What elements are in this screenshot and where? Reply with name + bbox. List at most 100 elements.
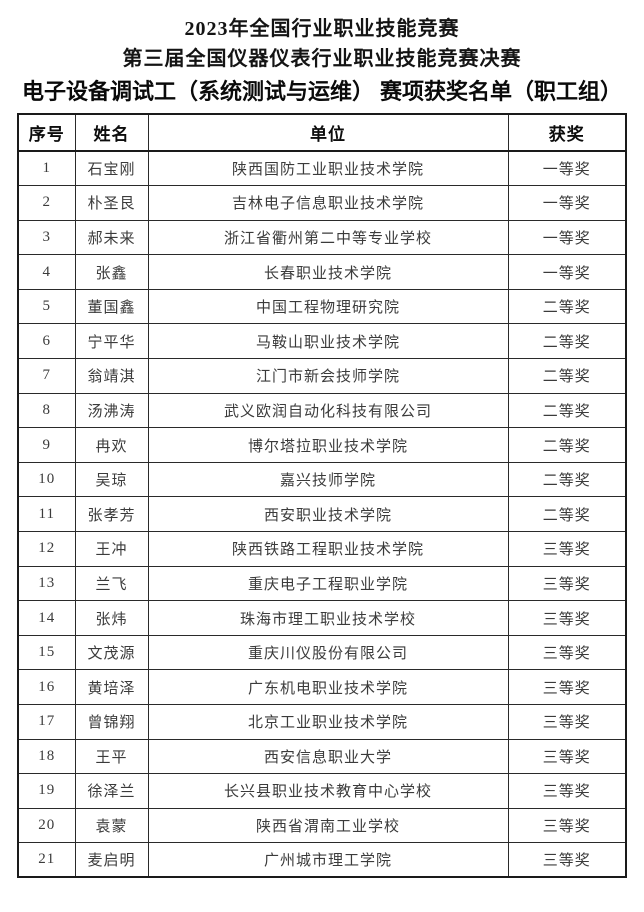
- cell-serial-number: 13: [17, 565, 76, 602]
- cell-organization: 吉林电子信息职业技术学院: [147, 185, 509, 221]
- cell-organization: 博尔塔拉职业技术学院: [147, 427, 509, 463]
- cell-organization: 陕西铁路工程职业技术学院: [147, 531, 509, 567]
- cell-organization: 嘉兴技师学院: [147, 461, 509, 498]
- cell-serial-number: 16: [17, 669, 76, 705]
- cell-award: 三等奖: [507, 738, 627, 775]
- cell-award: 二等奖: [507, 288, 627, 325]
- table-row: 7 翁靖淇 江门市新会技师学院 二等奖: [17, 358, 627, 394]
- title-line-1: 2023年全国行业职业技能竞赛: [184, 18, 460, 40]
- cell-award: 三等奖: [507, 531, 627, 567]
- cell-award: 三等奖: [507, 634, 627, 671]
- cell-award: 二等奖: [507, 358, 627, 394]
- cell-name: 袁蒙: [74, 807, 149, 844]
- cell-award: 三等奖: [507, 600, 627, 636]
- table-row: 1 石宝刚 陕西国防工业职业技术学院 一等奖: [17, 150, 627, 187]
- cell-award: 三等奖: [507, 704, 627, 740]
- cell-name: 张孝芳: [74, 496, 149, 533]
- cell-name: 汤沸涛: [74, 392, 149, 429]
- cell-award: 一等奖: [507, 185, 627, 221]
- cell-organization: 广东机电职业技术学院: [147, 669, 509, 705]
- cell-serial-number: 7: [17, 358, 76, 394]
- cell-name: 郝未来: [74, 219, 149, 256]
- title-line-3: 电子设备调试工（系统测试与运维） 赛项获奖名单（职工组）: [21, 79, 623, 104]
- cell-award: 三等奖: [507, 565, 627, 602]
- table-row: 14 张炜 珠海市理工职业技术学校 三等奖: [17, 600, 627, 636]
- awards-table-header: 序号 姓名 单位 获奖: [17, 113, 627, 152]
- cell-organization: 西安信息职业大学: [147, 738, 509, 775]
- cell-name: 石宝刚: [74, 150, 149, 187]
- cell-name: 文茂源: [74, 634, 149, 671]
- column-header-organization: 单位: [147, 113, 509, 152]
- cell-organization: 北京工业职业技术学院: [147, 704, 509, 740]
- cell-organization: 长兴县职业技术教育中心学校: [147, 773, 509, 809]
- cell-award: 一等奖: [507, 150, 627, 187]
- awards-table-body: 1 石宝刚 陕西国防工业职业技术学院 一等奖 2 朴圣艮 吉林电子信息职业技术学…: [17, 150, 627, 878]
- cell-serial-number: 1: [17, 150, 76, 187]
- cell-name: 翁靖淇: [74, 358, 149, 394]
- table-row: 8 汤沸涛 武义欧润自动化科技有限公司 二等奖: [17, 392, 627, 429]
- cell-organization: 长春职业技术学院: [147, 254, 509, 290]
- cell-name: 兰飞: [74, 565, 149, 602]
- column-header-award: 获奖: [507, 113, 627, 152]
- cell-serial-number: 11: [17, 496, 76, 533]
- cell-serial-number: 14: [17, 600, 76, 636]
- table-row: 2 朴圣艮 吉林电子信息职业技术学院 一等奖: [17, 185, 627, 221]
- cell-organization: 陕西国防工业职业技术学院: [147, 150, 509, 187]
- table-row: 13 兰飞 重庆电子工程职业学院 三等奖: [17, 565, 627, 602]
- cell-organization: 江门市新会技师学院: [147, 358, 509, 394]
- cell-serial-number: 19: [17, 773, 76, 809]
- cell-award: 一等奖: [507, 254, 627, 290]
- cell-name: 宁平华: [74, 323, 149, 360]
- cell-serial-number: 15: [17, 634, 76, 671]
- cell-serial-number: 6: [17, 323, 76, 360]
- cell-award: 二等奖: [507, 323, 627, 360]
- cell-serial-number: 8: [17, 392, 76, 429]
- cell-name: 冉欢: [74, 427, 149, 463]
- table-row: 18 王平 西安信息职业大学 三等奖: [17, 738, 627, 775]
- cell-award: 二等奖: [507, 461, 627, 498]
- table-row: 4 张鑫 长春职业技术学院 一等奖: [17, 254, 627, 290]
- cell-name: 董国鑫: [74, 288, 149, 325]
- cell-serial-number: 3: [17, 219, 76, 256]
- cell-name: 王冲: [74, 531, 149, 567]
- table-row: 12 王冲 陕西铁路工程职业技术学院 三等奖: [17, 531, 627, 567]
- cell-serial-number: 20: [17, 807, 76, 844]
- cell-serial-number: 12: [17, 531, 76, 567]
- cell-serial-number: 5: [17, 288, 76, 325]
- cell-award: 三等奖: [507, 669, 627, 705]
- document-header: 2023年全国行业职业技能竞赛 第三届全国仪器仪表行业职业技能竞赛决赛 电子设备…: [0, 0, 644, 107]
- table-row: 20 袁蒙 陕西省渭南工业学校 三等奖: [17, 807, 627, 844]
- cell-award: 二等奖: [507, 427, 627, 463]
- cell-name: 王平: [74, 738, 149, 775]
- cell-award: 三等奖: [507, 773, 627, 809]
- cell-award: 二等奖: [507, 392, 627, 429]
- cell-name: 朴圣艮: [74, 185, 149, 221]
- table-row: 6 宁平华 马鞍山职业技术学院 二等奖: [17, 323, 627, 360]
- column-header-serial-number: 序号: [17, 113, 76, 152]
- cell-serial-number: 10: [17, 461, 76, 498]
- cell-name: 徐泽兰: [74, 773, 149, 809]
- cell-name: 曾锦翔: [74, 704, 149, 740]
- cell-serial-number: 18: [17, 738, 76, 775]
- cell-serial-number: 2: [17, 185, 76, 221]
- table-row: 16 黄培泽 广东机电职业技术学院 三等奖: [17, 669, 627, 705]
- cell-award: 三等奖: [507, 842, 627, 878]
- cell-organization: 重庆川仪股份有限公司: [147, 634, 509, 671]
- table-row: 10 吴琼 嘉兴技师学院 二等奖: [17, 461, 627, 498]
- cell-organization: 广州城市理工学院: [147, 842, 509, 878]
- table-row: 19 徐泽兰 长兴县职业技术教育中心学校 三等奖: [17, 773, 627, 809]
- cell-organization: 西安职业技术学院: [147, 496, 509, 533]
- cell-serial-number: 21: [17, 842, 76, 878]
- cell-organization: 重庆电子工程职业学院: [147, 565, 509, 602]
- table-row: 17 曾锦翔 北京工业职业技术学院 三等奖: [17, 704, 627, 740]
- table-row: 9 冉欢 博尔塔拉职业技术学院 二等奖: [17, 427, 627, 463]
- cell-serial-number: 9: [17, 427, 76, 463]
- cell-organization: 中国工程物理研究院: [147, 288, 509, 325]
- cell-award: 三等奖: [507, 807, 627, 844]
- cell-organization: 武义欧润自动化科技有限公司: [147, 392, 509, 429]
- cell-organization: 浙江省衢州第二中等专业学校: [147, 219, 509, 256]
- cell-award: 一等奖: [507, 219, 627, 256]
- cell-name: 黄培泽: [74, 669, 149, 705]
- title-line-2: 第三届全国仪器仪表行业职业技能竞赛决赛: [122, 48, 522, 70]
